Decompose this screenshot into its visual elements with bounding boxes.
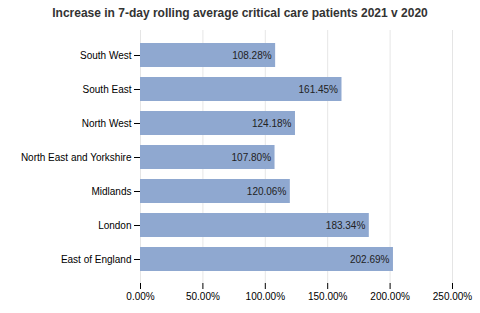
svg-text:London: London bbox=[98, 220, 131, 231]
svg-text:North East and Yorkshire: North East and Yorkshire bbox=[21, 152, 132, 163]
svg-text:0.00%: 0.00% bbox=[126, 291, 154, 302]
svg-text:North West: North West bbox=[82, 118, 132, 129]
svg-text:108.28%: 108.28% bbox=[232, 50, 272, 61]
svg-text:South West: South West bbox=[80, 50, 132, 61]
svg-text:200.00%: 200.00% bbox=[370, 291, 410, 302]
svg-text:South East: South East bbox=[83, 84, 132, 95]
svg-text:100.00%: 100.00% bbox=[246, 291, 286, 302]
svg-text:150.00%: 150.00% bbox=[308, 291, 348, 302]
svg-text:202.69%: 202.69% bbox=[350, 254, 390, 265]
svg-text:East of England: East of England bbox=[61, 254, 132, 265]
svg-text:120.06%: 120.06% bbox=[247, 186, 287, 197]
html-text:Increase in 7-day rolling aver: Increase in 7-day rolling average critic… bbox=[52, 6, 428, 20]
svg-text:50.00%: 50.00% bbox=[186, 291, 220, 302]
svg-text:Midlands: Midlands bbox=[91, 186, 131, 197]
svg-text:183.34%: 183.34% bbox=[326, 220, 366, 231]
svg-text:161.45%: 161.45% bbox=[299, 84, 339, 95]
svg-text:124.18%: 124.18% bbox=[252, 118, 292, 129]
svg-text:250.00%: 250.00% bbox=[433, 291, 473, 302]
svg-text:107.80%: 107.80% bbox=[232, 152, 272, 163]
